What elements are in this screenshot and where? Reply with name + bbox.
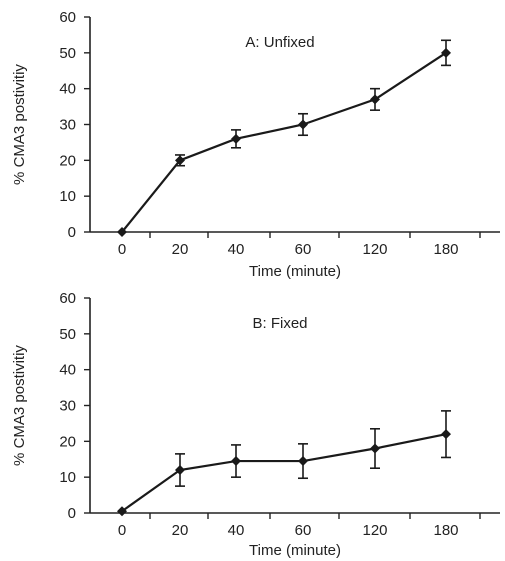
data-point-marker — [298, 119, 308, 130]
x-tick-label: 20 — [172, 522, 189, 539]
x-tick-label: 40 — [228, 241, 245, 258]
y-axis-title: % CMA3 postivitiy — [11, 64, 28, 185]
x-tick-label: 60 — [295, 522, 312, 539]
data-point-marker — [117, 506, 127, 517]
x-tick-label: 180 — [433, 522, 458, 539]
y-tick-label: 10 — [59, 469, 76, 486]
y-tick-label: 50 — [59, 326, 76, 343]
data-point-marker — [231, 456, 241, 467]
y-tick-label: 20 — [59, 433, 76, 450]
y-tick-label: 20 — [59, 152, 76, 169]
chart-title: A: Unfixed — [245, 34, 314, 51]
data-point-marker — [298, 456, 308, 467]
x-tick-label: 0 — [118, 241, 126, 258]
y-axis-title: % CMA3 postivitiy — [11, 345, 28, 466]
x-tick-label: 120 — [362, 522, 387, 539]
chart-title: B: Fixed — [252, 315, 307, 332]
data-point-marker — [441, 429, 451, 440]
data-point-marker — [370, 94, 380, 105]
y-tick-label: 30 — [59, 398, 76, 415]
y-tick-label: 40 — [59, 81, 76, 98]
x-axis-title: Time (minute) — [249, 263, 341, 280]
y-tick-label: 0 — [68, 224, 76, 241]
x-tick-label: 60 — [295, 241, 312, 258]
x-tick-label: 180 — [433, 241, 458, 258]
x-axis-title: Time (minute) — [249, 542, 341, 559]
x-tick-label: 40 — [228, 522, 245, 539]
data-point-marker — [370, 443, 380, 454]
y-tick-label: 60 — [59, 290, 76, 307]
y-tick-label: 0 — [68, 505, 76, 522]
y-tick-label: 60 — [59, 9, 76, 26]
data-point-marker — [175, 155, 185, 166]
y-tick-label: 30 — [59, 117, 76, 134]
data-point-marker — [175, 465, 185, 475]
x-tick-label: 0 — [118, 522, 126, 539]
data-point-marker — [117, 227, 127, 237]
data-point-marker — [441, 47, 451, 58]
y-tick-label: 40 — [59, 362, 76, 379]
data-point-marker — [231, 133, 241, 144]
series-line — [121, 51, 447, 233]
x-tick-label: 120 — [362, 241, 387, 258]
series-line — [121, 433, 447, 513]
y-tick-label: 10 — [59, 188, 76, 205]
x-tick-label: 20 — [172, 241, 189, 258]
y-tick-label: 50 — [59, 45, 76, 62]
